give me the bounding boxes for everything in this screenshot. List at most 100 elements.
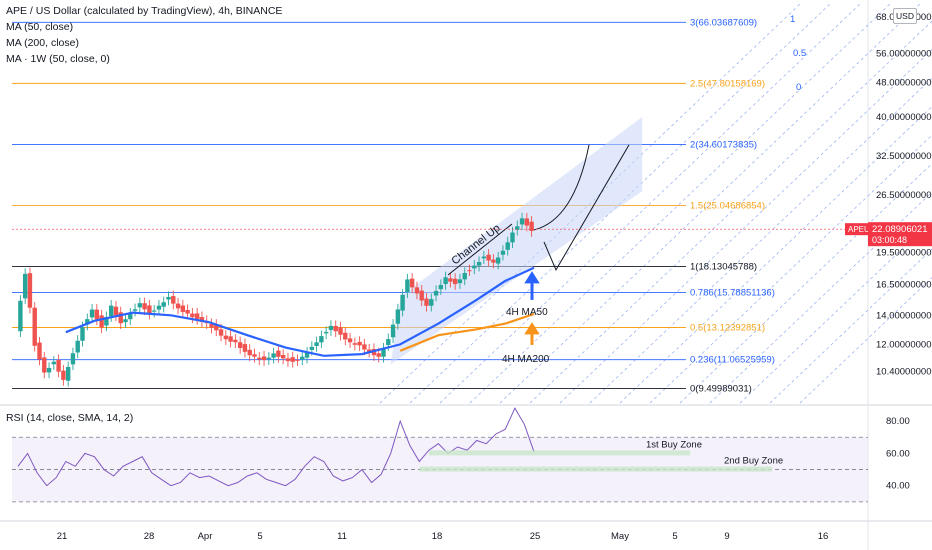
candle-body <box>166 296 171 300</box>
candle-body <box>151 310 157 312</box>
candle-body <box>343 332 348 340</box>
legend-ma-weekly[interactable]: MA · 1W (50, close, 0) <box>6 53 110 65</box>
candle-body <box>18 300 23 332</box>
fib-channel-line <box>769 248 932 404</box>
candle-body <box>70 353 76 365</box>
candle-body <box>108 305 114 317</box>
fib-level-label: 2(34.60173835) <box>690 139 757 150</box>
fib-channel-line <box>619 106 932 404</box>
fib-channel-line <box>739 220 932 404</box>
fib-level-label: 1(18.13045788) <box>690 261 757 272</box>
projection-path <box>543 144 630 272</box>
fib-level-label: 0(9.49989031) <box>690 384 752 395</box>
candle-body <box>486 254 491 261</box>
candle-body <box>467 270 472 272</box>
candle-body <box>304 352 310 358</box>
candle-body <box>42 357 47 373</box>
legend-ma50[interactable]: MA (50, close) <box>6 21 74 33</box>
chart-title: APE / US Dollar (calculated by TradingVi… <box>6 5 283 17</box>
candle-body <box>500 250 506 255</box>
candle-body <box>242 344 248 352</box>
fib-channel-line <box>589 77 932 404</box>
price-axis-label: 40.00000000 <box>876 112 931 123</box>
projection-curve <box>533 144 590 231</box>
candle-body <box>99 315 104 328</box>
candle-body <box>314 342 319 346</box>
candle-body <box>190 313 195 318</box>
fib-channel-line <box>499 3 921 404</box>
time-axis-label: 16 <box>818 531 829 542</box>
candle-body <box>276 350 281 357</box>
price-axis-label: 32.50000000 <box>876 151 931 162</box>
candle-body <box>376 353 381 357</box>
candle-body <box>85 319 90 325</box>
candle-body <box>295 359 300 361</box>
candle-body <box>104 317 109 326</box>
candle-body <box>338 327 343 335</box>
candle-body <box>481 256 487 259</box>
candle-body <box>113 306 119 316</box>
candle-body <box>128 313 133 320</box>
candle-body <box>452 278 458 285</box>
legend-ma200[interactable]: MA (200, close) <box>6 37 79 49</box>
candle-body <box>519 218 525 225</box>
buy-zone-1-label: 1st Buy Zone <box>646 439 702 450</box>
fib-channel-label: 1 <box>790 14 795 25</box>
rsi-legend[interactable]: RSI (14, close, SMA, 14, 2) <box>6 412 134 424</box>
time-axis-label: 11 <box>337 531 347 542</box>
candle-body <box>32 307 37 346</box>
price-axis-label: 10.40000000 <box>876 366 931 377</box>
candle-body <box>328 325 334 331</box>
candle-body <box>233 339 238 343</box>
fib-channel-line <box>679 163 932 404</box>
candle-body <box>94 309 100 320</box>
candle-body <box>390 324 396 338</box>
time-axis-label: 21 <box>57 531 68 542</box>
ma200-arrow-icon <box>524 322 540 345</box>
candle-body <box>462 272 467 280</box>
candle-body <box>505 242 510 250</box>
time-axis-label: 5 <box>672 531 677 542</box>
candle-body <box>448 278 453 282</box>
fib-channel-line <box>649 134 932 404</box>
chart-legend: APE / US Dollar (calculated by TradingVi… <box>6 3 282 67</box>
candle-body <box>472 265 477 269</box>
candle-body <box>118 312 123 324</box>
candle-body <box>515 226 520 230</box>
candle-body <box>27 273 33 308</box>
time-axis-label: 18 <box>432 531 443 542</box>
candle-body <box>491 259 496 263</box>
candle-body <box>132 309 138 311</box>
symbol-tag: APEUSD <box>848 225 881 234</box>
candle-body <box>237 342 243 348</box>
candle-body <box>362 344 367 350</box>
candle-body <box>386 339 391 346</box>
rsi-axis-label: 40.00 <box>886 481 910 492</box>
ma200-annotation: 4H MA200 <box>502 354 550 365</box>
fib-level-label: 3(66.03687609) <box>690 17 757 28</box>
candle-body <box>438 284 444 290</box>
candle-body <box>323 331 329 334</box>
rsi-axis-label: 60.00 <box>886 448 910 459</box>
candle-body <box>524 218 530 226</box>
candle-body <box>352 343 358 345</box>
price-axis-label: 14.00000000 <box>876 310 931 321</box>
time-axis-label: 28 <box>144 531 155 542</box>
candle-body <box>80 327 85 341</box>
candle-body <box>185 309 190 314</box>
candle-body <box>347 338 353 343</box>
fib-channel-line <box>799 277 932 404</box>
time-axis-label: 5 <box>257 531 262 542</box>
candle-body <box>51 361 57 365</box>
candle-body <box>309 346 315 350</box>
candle-body <box>424 298 429 306</box>
fib-level-label: 2.5(47.80158169) <box>690 78 765 89</box>
candle-body <box>89 309 95 318</box>
currency-button[interactable]: USD <box>893 8 917 24</box>
candle-body <box>218 329 224 336</box>
candle-body <box>419 290 424 301</box>
price-tag-countdown: 03:00:48 <box>872 235 907 245</box>
fib-level-label: 0.786(15.78851136) <box>690 288 775 299</box>
ma50-line <box>65 266 535 357</box>
